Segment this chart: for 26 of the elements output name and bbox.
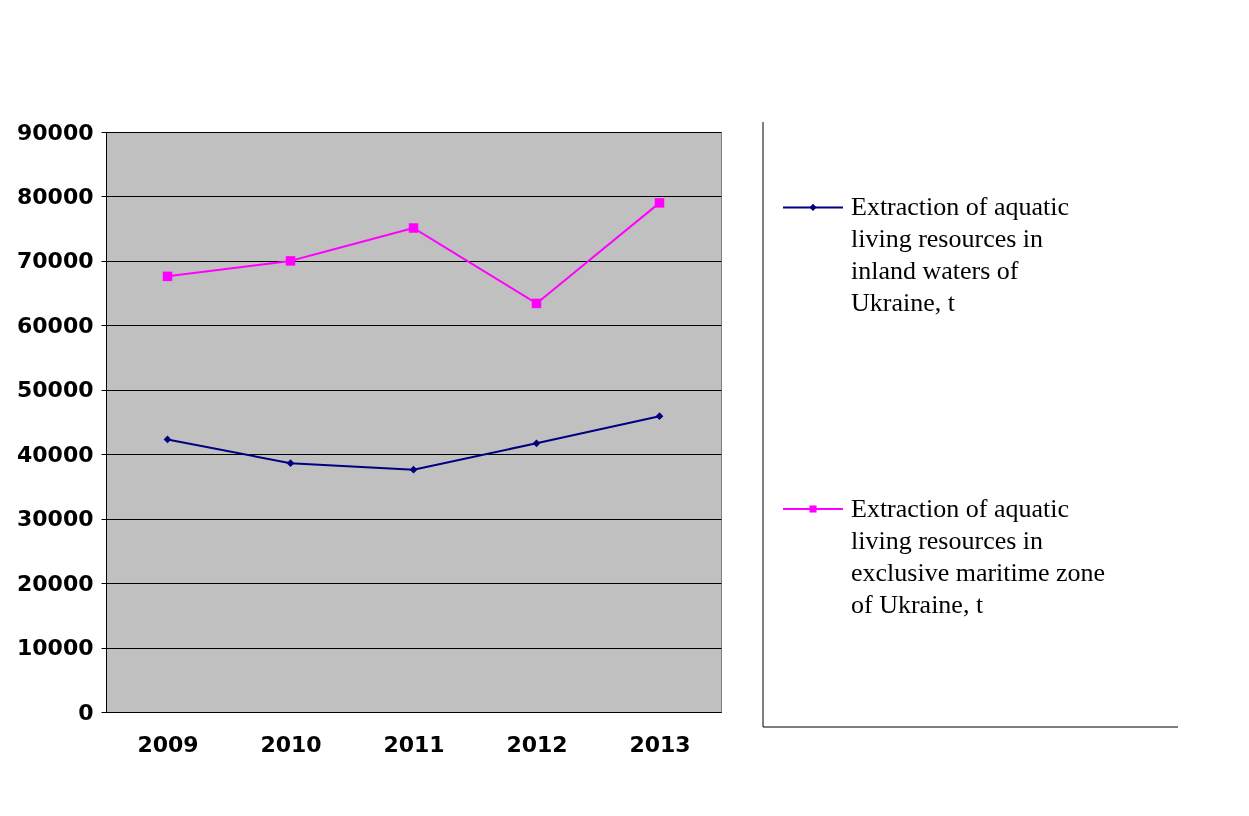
y-tick-label: 70000 [16,248,94,274]
x-tick-label: 2010 [260,731,322,757]
x-tick-label: 2011 [383,731,445,757]
x-tick-label: 2013 [629,731,691,757]
x-tick-label: 2012 [506,731,568,757]
point [408,223,419,233]
point [285,256,296,266]
point [409,465,418,474]
y-tick-label: 0 [78,699,94,725]
legend-label: Extraction of aquatic living resources in inland waters of Ukraine, t [851,192,1070,318]
y-tick-label: 40000 [16,441,94,467]
y-tick-label: 20000 [16,570,94,596]
y-tick-label: 90000 [16,119,94,145]
y-tick-label: 10000 [16,635,94,661]
y-tick-label: 60000 [16,312,94,338]
point [655,412,664,421]
point [286,459,295,468]
point [531,298,542,309]
y-tick-label: 50000 [16,377,94,403]
x-tick-label: 2009 [137,731,199,757]
point [162,271,173,282]
y-tick-label: 30000 [16,506,94,532]
point [532,439,541,448]
legend-label: Extraction of aquatic living resources in exclusive maritime zone of Ukraine, t [851,494,1106,619]
y-tick-label: 80000 [16,183,94,209]
point [654,198,665,208]
